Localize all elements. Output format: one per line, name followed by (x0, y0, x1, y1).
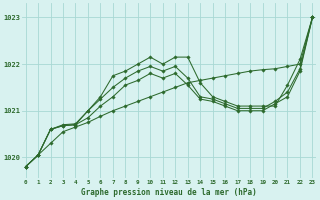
X-axis label: Graphe pression niveau de la mer (hPa): Graphe pression niveau de la mer (hPa) (81, 188, 257, 197)
